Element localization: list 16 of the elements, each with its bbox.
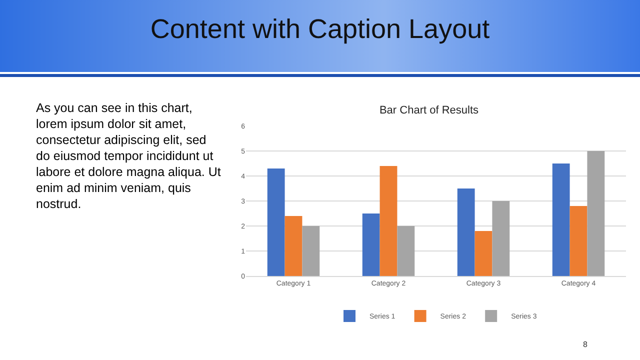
bar [362,214,380,276]
text: 8 [583,340,588,349]
bar [284,216,302,276]
bar [302,226,320,276]
chart-title: Bar Chart of Results [379,104,480,116]
text: Content with Caption Layout [149,14,491,45]
bar [457,188,475,276]
bar [474,231,492,276]
bar [492,201,510,276]
bar [267,168,285,276]
bar [397,226,415,276]
bar [552,164,570,276]
bar [587,151,605,276]
text: As you can see in this chart, lorem ipsum dolor sit amet, consectetur adipiscing elit, sed do eiusmod tempor incididunt ut labore et dolore magna aliqua. Ut enim ad minim veniam, quis nostrud. [36,100,221,212]
bar [570,206,588,276]
bar [380,166,398,276]
